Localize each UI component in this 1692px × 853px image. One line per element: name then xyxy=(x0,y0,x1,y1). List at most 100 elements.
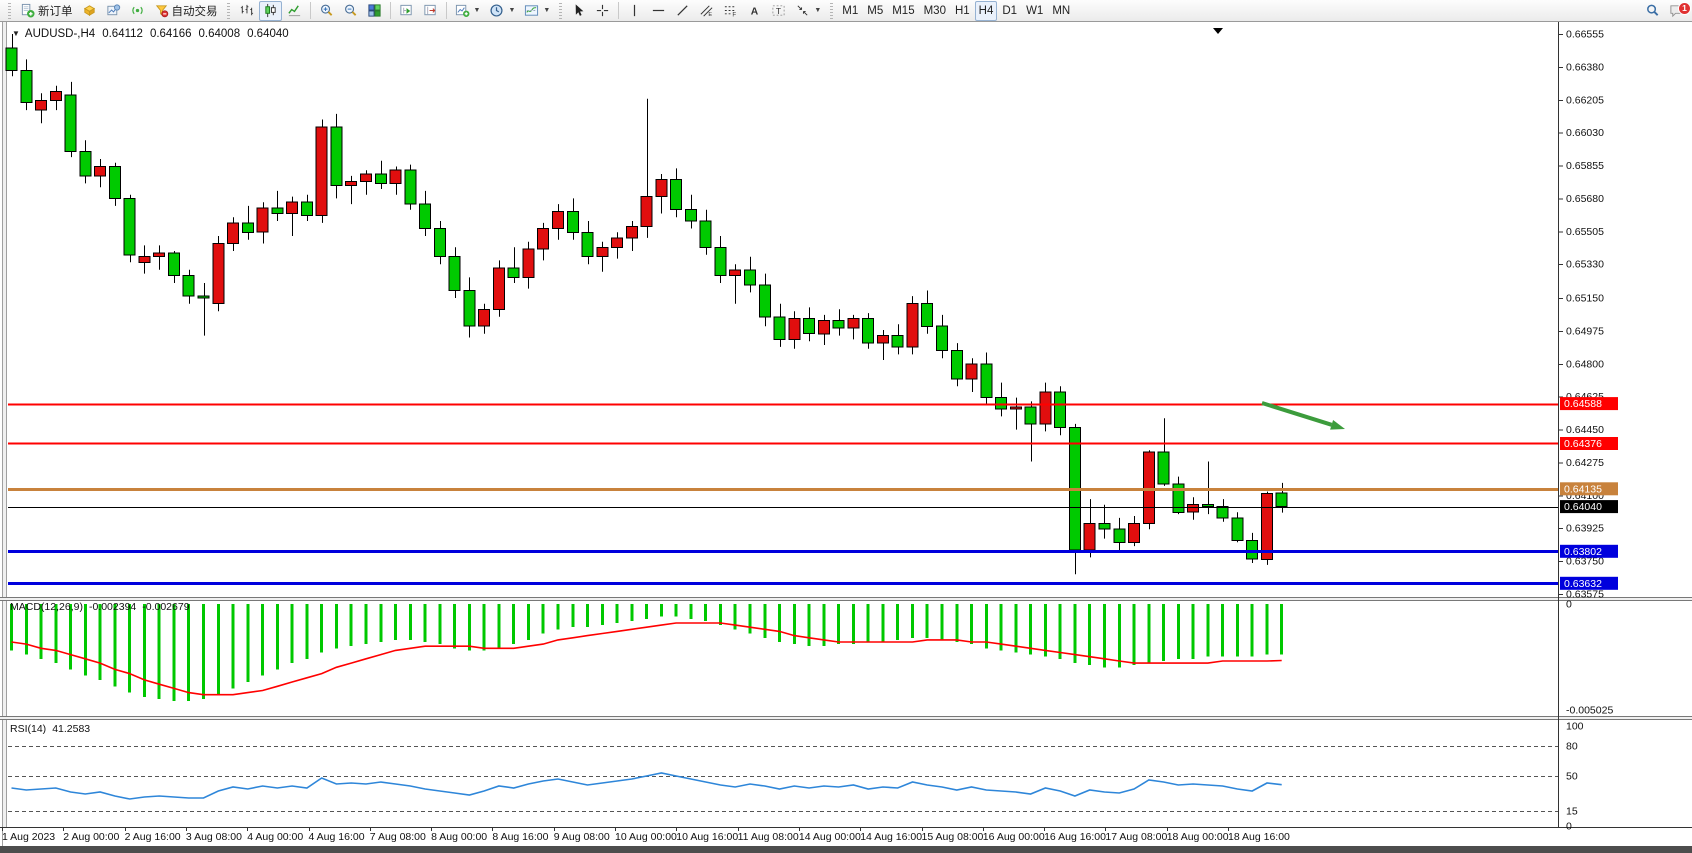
vertical-line-button[interactable] xyxy=(623,1,646,21)
candle-body xyxy=(1024,406,1037,425)
tf-m5-button[interactable]: M5 xyxy=(863,1,887,21)
tf-h4-button[interactable]: H4 xyxy=(974,0,998,21)
macd-bar xyxy=(128,604,132,693)
macd-axis-label: -0.005025 xyxy=(1566,705,1613,717)
line-price-label: 0.64135 xyxy=(1564,483,1602,495)
candle-body xyxy=(271,207,284,214)
svg-text:E: E xyxy=(709,12,713,18)
tf-m30-button[interactable]: M30 xyxy=(920,1,950,21)
macd-bar xyxy=(1147,604,1151,664)
toolbar-grip xyxy=(830,2,834,19)
crosshair-button[interactable] xyxy=(591,1,614,21)
tf-h1-button[interactable]: H1 xyxy=(951,1,974,21)
symbol-dropdown-icon[interactable] xyxy=(12,28,25,40)
tf-d1-button[interactable]: D1 xyxy=(998,1,1021,21)
tf-m15-button[interactable]: M15 xyxy=(888,1,918,21)
candle-body xyxy=(847,318,860,329)
quotes-cube-icon xyxy=(82,3,97,18)
new-order-button[interactable]: 新订单 xyxy=(16,1,77,21)
candle-body xyxy=(182,275,195,297)
time-tick-label: 11 Aug 08:00 xyxy=(738,831,799,843)
candle-body xyxy=(123,197,136,256)
candle-body xyxy=(212,243,225,305)
macd-bar xyxy=(1014,604,1018,653)
tf-m1-button[interactable]: M1 xyxy=(838,1,862,21)
time-tick-label: 8 Aug 00:00 xyxy=(431,831,487,843)
signals-button[interactable] xyxy=(126,1,149,21)
zoom-in-button[interactable] xyxy=(315,1,338,21)
macd-bar xyxy=(408,604,412,640)
market-quotes-button[interactable] xyxy=(78,1,101,21)
bar-chart-button[interactable] xyxy=(235,1,258,21)
candle-body xyxy=(611,237,624,248)
macd-bar xyxy=(1043,604,1047,657)
chart-shift-button[interactable] xyxy=(419,1,442,21)
chart-background[interactable] xyxy=(0,22,1692,846)
macd-bar xyxy=(1191,604,1195,659)
macd-bar xyxy=(999,604,1003,651)
auto-scroll-button[interactable] xyxy=(395,1,418,21)
candle-body xyxy=(1261,493,1273,560)
templates-button[interactable]: ▼ xyxy=(520,1,554,21)
periods-button[interactable]: ▼ xyxy=(485,1,519,21)
candle-body xyxy=(921,303,934,327)
macd-bar xyxy=(822,604,826,647)
time-tick-label: 3 Aug 08:00 xyxy=(186,831,242,843)
search-button[interactable] xyxy=(1641,1,1664,21)
arrows-button[interactable]: ▼ xyxy=(791,1,825,21)
horizontal-line-button[interactable] xyxy=(647,1,670,21)
macd-bar xyxy=(275,604,279,670)
candle-body xyxy=(684,209,697,222)
macd-bar xyxy=(837,604,841,645)
rsi-value: 41.2583 xyxy=(52,723,91,735)
rsi-axis-label: 80 xyxy=(1566,741,1578,753)
panel-separator[interactable] xyxy=(0,716,1692,720)
rsi-line xyxy=(11,772,1282,800)
tf-h1-button-label: H1 xyxy=(954,4,970,17)
channel-icon: E xyxy=(699,3,714,18)
line-price-label: 0.63802 xyxy=(1564,546,1602,558)
time-tick-label: 1 Aug 2023 xyxy=(2,831,55,843)
price-chart[interactable]: 0.66555 0.66380 0.66205 0.66030 0.65855 0.656… xyxy=(0,22,1692,846)
panel-separator[interactable] xyxy=(0,597,1692,601)
dropdown-caret-icon: ▼ xyxy=(814,7,822,14)
candles-series xyxy=(5,34,1288,575)
indicators-button[interactable]: ▼ xyxy=(451,1,485,21)
candle-chart-button[interactable] xyxy=(258,0,282,21)
dropdown-caret-icon: ▼ xyxy=(508,7,516,14)
candle-body xyxy=(64,94,77,152)
autotrade-button[interactable]: 自动交易 xyxy=(150,1,222,21)
price-axis[interactable]: 0.66555 0.66380 0.66205 0.66030 0.65855 0.656… xyxy=(1558,22,1618,833)
tf-h4-button-label: H4 xyxy=(978,4,994,17)
tf-mn-button[interactable]: MN xyxy=(1048,1,1074,21)
chart-upload-button[interactable] xyxy=(102,1,125,21)
candle-body xyxy=(788,318,801,340)
tile-windows-button[interactable] xyxy=(363,1,386,21)
equidistant-channel-button[interactable]: E xyxy=(695,1,718,21)
line-chart-button[interactable] xyxy=(283,1,306,21)
chat-button[interactable]: 1 xyxy=(1665,1,1691,21)
tf-w1-button-label: W1 xyxy=(1026,4,1044,17)
candle-body xyxy=(522,248,535,278)
ohlc-open: 0.64112 xyxy=(102,28,143,40)
macd-bar xyxy=(911,604,914,638)
chart-shift-marker[interactable] xyxy=(1213,28,1223,34)
text-label-button[interactable]: T xyxy=(767,1,790,21)
time-tick-label: 16 Aug 16:00 xyxy=(1044,831,1106,843)
macd-bar xyxy=(379,604,383,642)
ohlc-low: 0.64008 xyxy=(198,28,241,40)
macd-bar xyxy=(305,604,309,659)
candle-body xyxy=(448,256,461,291)
line-chart-icon xyxy=(287,3,302,18)
tf-w1-button[interactable]: W1 xyxy=(1022,1,1047,21)
macd-bar xyxy=(940,604,944,640)
trendline-button[interactable] xyxy=(671,1,694,21)
cursor-button[interactable] xyxy=(567,1,590,21)
text-button[interactable]: A xyxy=(743,1,766,21)
fibonacci-button[interactable]: F xyxy=(719,1,742,21)
trend-arrow[interactable] xyxy=(1261,401,1345,430)
chart-window: 0.66555 0.66380 0.66205 0.66030 0.65855 0.656… xyxy=(0,22,1692,846)
time-axis[interactable]: 1 Aug 2023 2 Aug 00:00 2 Aug 16:00 3 Aug 08… xyxy=(2,828,1290,843)
zoom-out-button[interactable] xyxy=(339,1,362,21)
candle-body xyxy=(404,169,417,205)
